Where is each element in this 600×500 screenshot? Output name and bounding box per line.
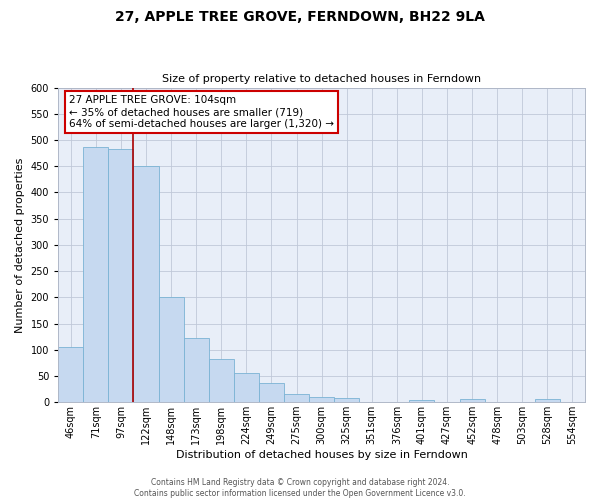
Bar xyxy=(535,399,560,402)
Bar xyxy=(109,149,133,402)
Text: 27, APPLE TREE GROVE, FERNDOWN, BH22 9LA: 27, APPLE TREE GROVE, FERNDOWN, BH22 9LA xyxy=(115,10,485,24)
Bar xyxy=(334,398,359,402)
Bar xyxy=(209,359,234,402)
Bar xyxy=(58,347,83,402)
Bar xyxy=(83,147,109,402)
Text: Contains HM Land Registry data © Crown copyright and database right 2024.
Contai: Contains HM Land Registry data © Crown c… xyxy=(134,478,466,498)
Bar xyxy=(309,398,334,402)
Bar xyxy=(284,394,309,402)
Bar xyxy=(460,399,485,402)
Text: 27 APPLE TREE GROVE: 104sqm
← 35% of detached houses are smaller (719)
64% of se: 27 APPLE TREE GROVE: 104sqm ← 35% of det… xyxy=(69,96,334,128)
Bar xyxy=(133,166,158,402)
Bar xyxy=(158,297,184,402)
Bar xyxy=(184,338,209,402)
Bar xyxy=(234,374,259,402)
Bar xyxy=(409,400,434,402)
Bar xyxy=(259,383,284,402)
X-axis label: Distribution of detached houses by size in Ferndown: Distribution of detached houses by size … xyxy=(176,450,467,460)
Y-axis label: Number of detached properties: Number of detached properties xyxy=(15,157,25,332)
Title: Size of property relative to detached houses in Ferndown: Size of property relative to detached ho… xyxy=(162,74,481,84)
